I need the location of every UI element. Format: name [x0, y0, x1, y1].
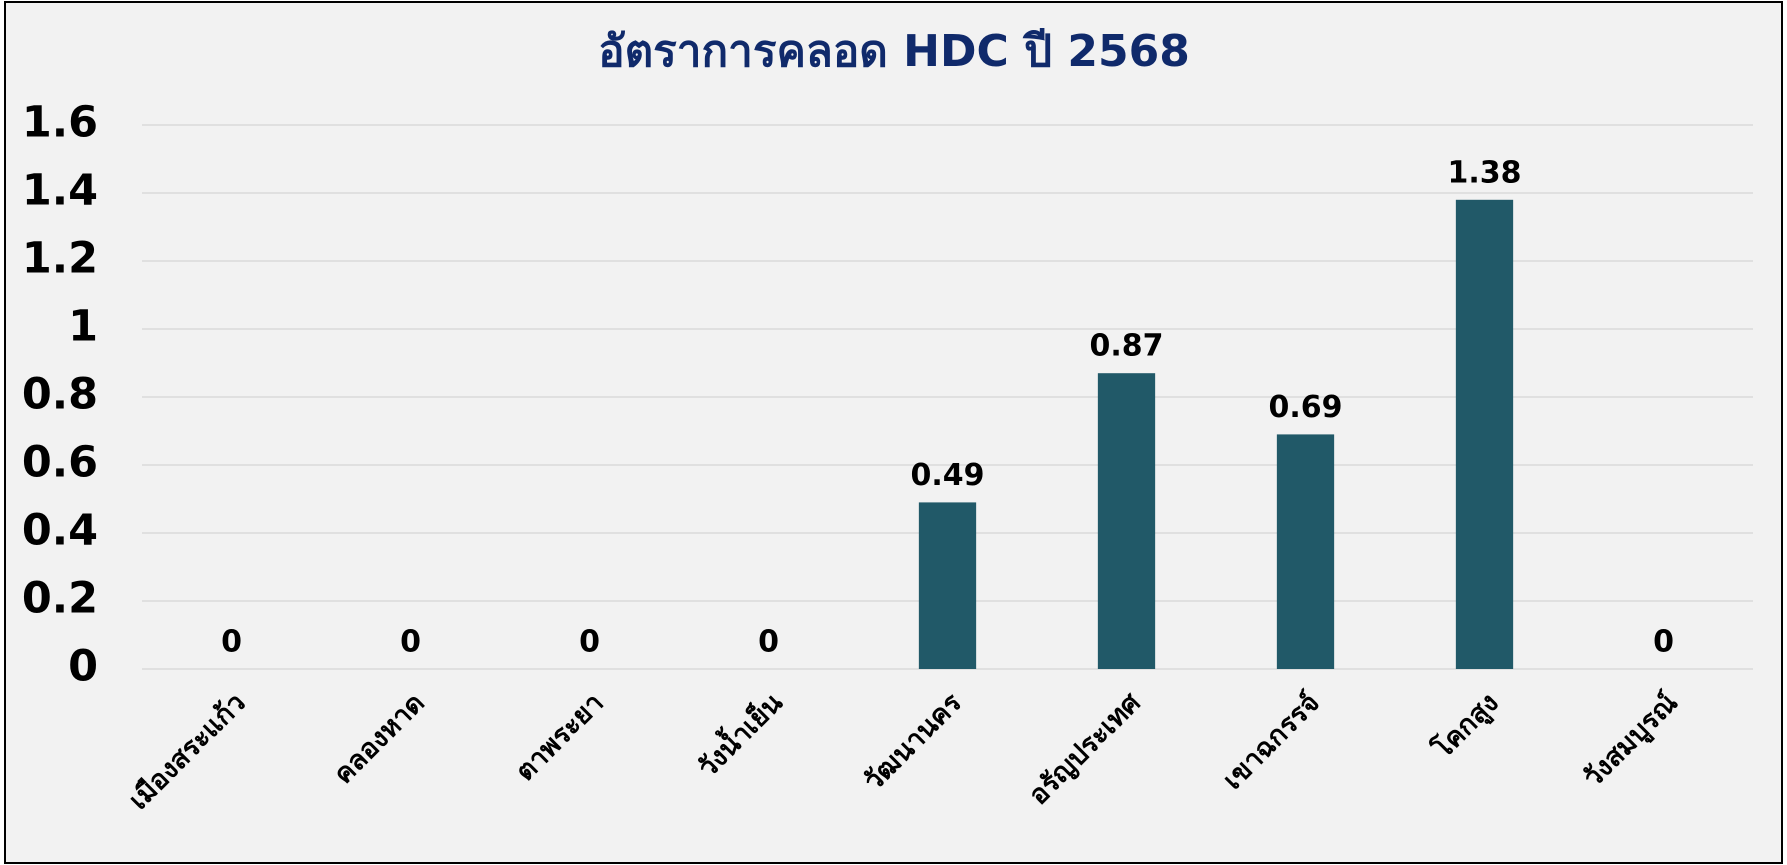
data-label: 0 [579, 625, 600, 660]
y-tick-label: 0 [68, 642, 98, 692]
chart-frame [4, 1, 1783, 864]
y-tick-label: 0.8 [22, 370, 98, 420]
y-tick-label: 1.4 [22, 166, 98, 216]
bar [1097, 373, 1156, 669]
chart-title: อัตราการคลอด HDC ปี 2568 [598, 26, 1190, 77]
data-label: 0 [221, 625, 242, 660]
y-tick-label: 1.6 [22, 98, 98, 148]
bar [918, 502, 977, 669]
y-tick-label: 0.4 [22, 506, 98, 556]
data-label: 0 [758, 625, 779, 660]
bar [1455, 199, 1514, 670]
data-label: 0 [1653, 625, 1674, 660]
data-label: 0.87 [1089, 329, 1163, 364]
y-tick-label: 1.2 [22, 234, 98, 284]
y-tick-label: 0.6 [22, 438, 98, 488]
y-tick-label: 0.2 [22, 574, 98, 624]
data-label: 0.69 [1268, 390, 1342, 425]
data-label: 0 [400, 625, 421, 660]
y-tick-label: 1 [68, 302, 98, 352]
data-label: 1.38 [1447, 155, 1521, 190]
bar [1276, 434, 1335, 669]
data-label: 0.49 [910, 458, 984, 493]
